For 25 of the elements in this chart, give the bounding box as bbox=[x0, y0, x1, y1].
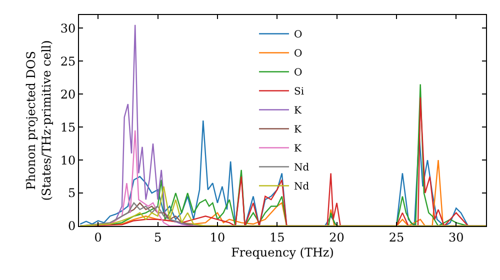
x-tick-label: 25 bbox=[388, 230, 404, 244]
legend-label: K bbox=[294, 124, 302, 136]
y-axis-title: Phonon projected DOS (States/THz·primitive cell) bbox=[24, 40, 54, 201]
x-tick-label: 10 bbox=[210, 230, 226, 244]
x-axis-title: Frequency (THz) bbox=[231, 245, 334, 260]
x-tick-label: 20 bbox=[329, 230, 344, 244]
legend-label: O bbox=[294, 48, 302, 60]
y-tick-label: 15 bbox=[60, 120, 76, 134]
legend-label: Si bbox=[294, 86, 304, 98]
y-tick-label: 5 bbox=[68, 186, 76, 200]
x-tick-label: 5 bbox=[154, 230, 162, 244]
legend-label: O bbox=[294, 30, 302, 41]
y-tick-label: 0 bbox=[68, 219, 76, 234]
y-tick-label: 10 bbox=[60, 153, 76, 168]
legend-label: O bbox=[294, 68, 302, 79]
x-tick-label: 0 bbox=[94, 230, 102, 244]
y-tick-label: 30 bbox=[60, 21, 76, 36]
y-tick-label: 20 bbox=[60, 87, 76, 102]
legend-label: K bbox=[294, 106, 302, 117]
legend-label: Nd bbox=[294, 182, 310, 193]
x-tick-label: 30 bbox=[448, 230, 464, 244]
legend-label: K bbox=[294, 144, 302, 155]
legend-label: Nd bbox=[294, 162, 310, 174]
y-tick-label: 25 bbox=[60, 54, 76, 68]
x-tick-label: 15 bbox=[269, 230, 285, 244]
